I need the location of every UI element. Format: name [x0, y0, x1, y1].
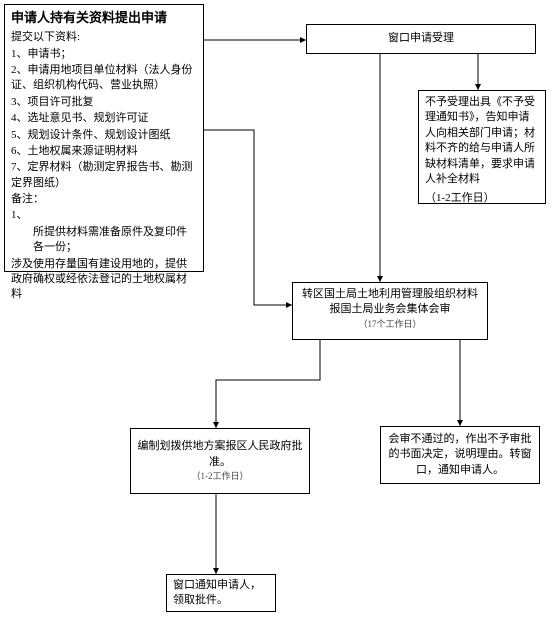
reject-notice-box: 不予受理出具《不予受理通知书》，告知申请人向相关部门申请；材料不齐的给与申请人所… [418, 90, 546, 204]
start-box: 申请人持有关资料提出申请 提交以下资料: 1、申请书； 2、申请用地项目单位材料… [4, 4, 204, 272]
plan-days: （1-2工作日） [137, 470, 303, 483]
start-item: 7、定界材料（勘测定界报告书、勘测定界图纸） [11, 160, 197, 191]
accept-text: 窗口申请受理 [388, 31, 454, 46]
start-note-line: 所提供材料需准备原件及复印件各一份； [11, 225, 197, 256]
start-item: 5、规划设计条件、规划设计图纸 [11, 128, 197, 143]
arrow-start-to-review [204, 130, 292, 305]
review-days: （17个工作日） [299, 318, 481, 331]
start-item: 4、选址意见书、规划许可证 [11, 111, 197, 126]
plan-text: 编制划拨供地方案报区人民政府批准。 [137, 439, 303, 470]
reject-text: 不予受理出具《不予受理通知书》，告知申请人向相关部门申请；材料不齐的给与申请人所… [425, 95, 539, 187]
plan-box: 编制划拨供地方案报区人民政府批准。 （1-2工作日） [130, 428, 310, 494]
reject-days: （1-2工作日） [425, 191, 539, 206]
review-text: 转区国土局土地利用管理股组织材料报国土局业务会集体会审 [299, 287, 481, 318]
start-note-1: 1、 [11, 208, 197, 223]
arrow-review-to-plan [216, 340, 320, 428]
start-item: 3、项目许可批复 [11, 95, 197, 110]
start-note-line: 涉及使用存量国有建设用地的，提供政府确权或经依法登记的土地权属材料 [11, 257, 197, 303]
review-box: 转区国土局土地利用管理股组织材料报国土局业务会集体会审 （17个工作日） [292, 282, 488, 340]
accept-box: 窗口申请受理 [306, 24, 536, 54]
final-box: 窗口通知申请人，领取批件。 [166, 574, 276, 612]
start-title: 申请人持有关资料提出申请 [11, 9, 197, 27]
start-lead: 提交以下资料: [11, 30, 197, 45]
start-note-label: 备注： [11, 192, 197, 207]
fail-text: 会审不通过的，作出不予审批的书面决定，说明理由。转窗口，通知申请人。 [387, 432, 533, 478]
start-item: 6、土地权属来源证明材料 [11, 144, 197, 159]
start-item: 1、申请书； [11, 47, 197, 62]
fail-box: 会审不通过的，作出不予审批的书面决定，说明理由。转窗口，通知申请人。 [380, 426, 540, 484]
final-text: 窗口通知申请人，领取批件。 [173, 578, 269, 609]
start-item: 2、申请用地项目单位材料（法人身份证、组织机构代码、营业执照） [11, 63, 197, 94]
